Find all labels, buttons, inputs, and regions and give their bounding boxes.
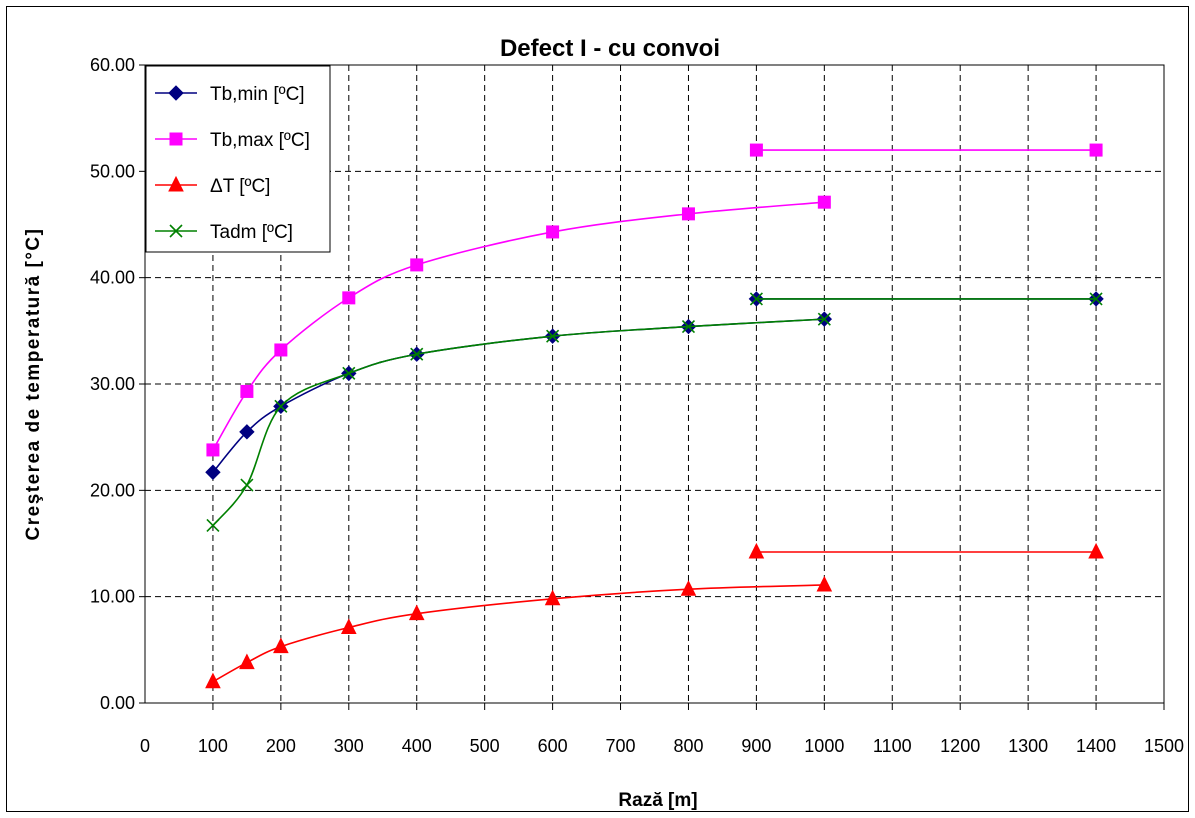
legend: Tb,min [ºC] Tb,max [ºC] ΔT [ºC] Tadm [ºC] (145, 65, 331, 253)
marker-stroke (749, 292, 763, 306)
data-point (680, 580, 697, 596)
legend-item: ΔT [ºC] (155, 175, 270, 197)
data-point (748, 542, 765, 559)
y-tick-label: 30.00 (90, 374, 135, 394)
y-tick-label: 60.00 (90, 55, 135, 75)
legend-label: ΔT [ºC] (210, 176, 270, 197)
data-point (342, 366, 356, 380)
x-tick-label: 600 (538, 736, 568, 756)
data-point (546, 329, 560, 343)
y-tick-label: 10.00 (90, 587, 135, 607)
data-point (273, 637, 289, 654)
x-tick-label: 300 (334, 736, 364, 756)
data-point (817, 312, 831, 326)
legend-marker (168, 85, 184, 101)
x-tick-label: 200 (266, 736, 296, 756)
marker-stroke (817, 312, 831, 326)
data-point (749, 143, 763, 157)
marker-stroke (240, 478, 254, 492)
series-4 (206, 292, 1103, 532)
x-tick-label: 1000 (804, 736, 844, 756)
x-tick-label: 400 (402, 736, 432, 756)
y-tick-label: 0.00 (100, 693, 135, 713)
marker-stroke (546, 329, 560, 343)
x-tick-label: 900 (741, 736, 771, 756)
data-point (1089, 143, 1103, 157)
legend-item: Tadm [ºC] (155, 222, 293, 243)
x-tick-label: 800 (673, 736, 703, 756)
data-point (816, 575, 833, 592)
marker-stroke (342, 366, 356, 380)
legend-item: Tb,max [ºC] (155, 130, 310, 151)
data-point (205, 464, 221, 480)
series-2 (206, 143, 1103, 457)
x-tick-label: 1400 (1076, 736, 1116, 756)
series-3 (205, 542, 1104, 689)
data-point (206, 518, 220, 532)
data-point (239, 424, 255, 440)
legend-label: Tb,max [ºC] (210, 130, 310, 151)
y-axis-title: Creşterea de temperatură [°C] (23, 228, 44, 541)
data-point (408, 604, 425, 621)
data-point (1089, 292, 1103, 306)
data-point (205, 672, 221, 689)
marker-stroke (169, 224, 183, 238)
y-tick-label: 40.00 (90, 268, 135, 288)
marker-stroke (206, 518, 220, 532)
data-point (681, 320, 696, 334)
legend-marker (169, 224, 183, 238)
data-point (342, 291, 356, 305)
data-point (240, 478, 254, 492)
data-point (817, 195, 831, 209)
data-point (410, 347, 424, 361)
legend-label: Tadm [ºC] (210, 222, 293, 243)
data-point (274, 343, 288, 357)
data-point (546, 225, 560, 239)
x-tick-label: 0 (140, 736, 150, 756)
x-tick-label: 100 (198, 736, 228, 756)
x-tick-label: 700 (606, 736, 636, 756)
legend-marker (169, 132, 183, 146)
plot-area: 0 100 200 300 400 500 600 700 800 900 1000 1100 1200… (90, 55, 1184, 756)
data-point (681, 207, 695, 221)
x-tick-label: 1300 (1008, 736, 1048, 756)
y-tick-label: 20.00 (90, 480, 135, 500)
x-axis-title: Rază [m] (618, 790, 697, 811)
data-point (410, 258, 424, 272)
data-point (544, 589, 561, 606)
data-point (206, 443, 220, 457)
y-tick-label: 50.00 (90, 161, 135, 181)
data-point (340, 618, 357, 635)
data-point (240, 384, 254, 398)
chart-title: Defect I - cu convoi (500, 35, 720, 62)
marker-stroke (1089, 292, 1103, 306)
data-point (239, 653, 255, 670)
legend-label: Tb,min [ºC] (210, 84, 305, 105)
data-point (274, 399, 288, 413)
data-point (1088, 542, 1104, 559)
legend-item: Tb,min [ºC] (155, 84, 305, 105)
data-point (749, 292, 763, 306)
marker-stroke (410, 347, 424, 361)
marker-stroke (274, 399, 288, 413)
x-tick-label: 1100 (873, 736, 912, 756)
x-tick-label: 1200 (940, 736, 980, 756)
marker-stroke (681, 320, 696, 334)
x-tick-label: 1500 (1144, 736, 1184, 756)
x-tick-label: 500 (470, 736, 500, 756)
legend-marker (168, 175, 184, 192)
